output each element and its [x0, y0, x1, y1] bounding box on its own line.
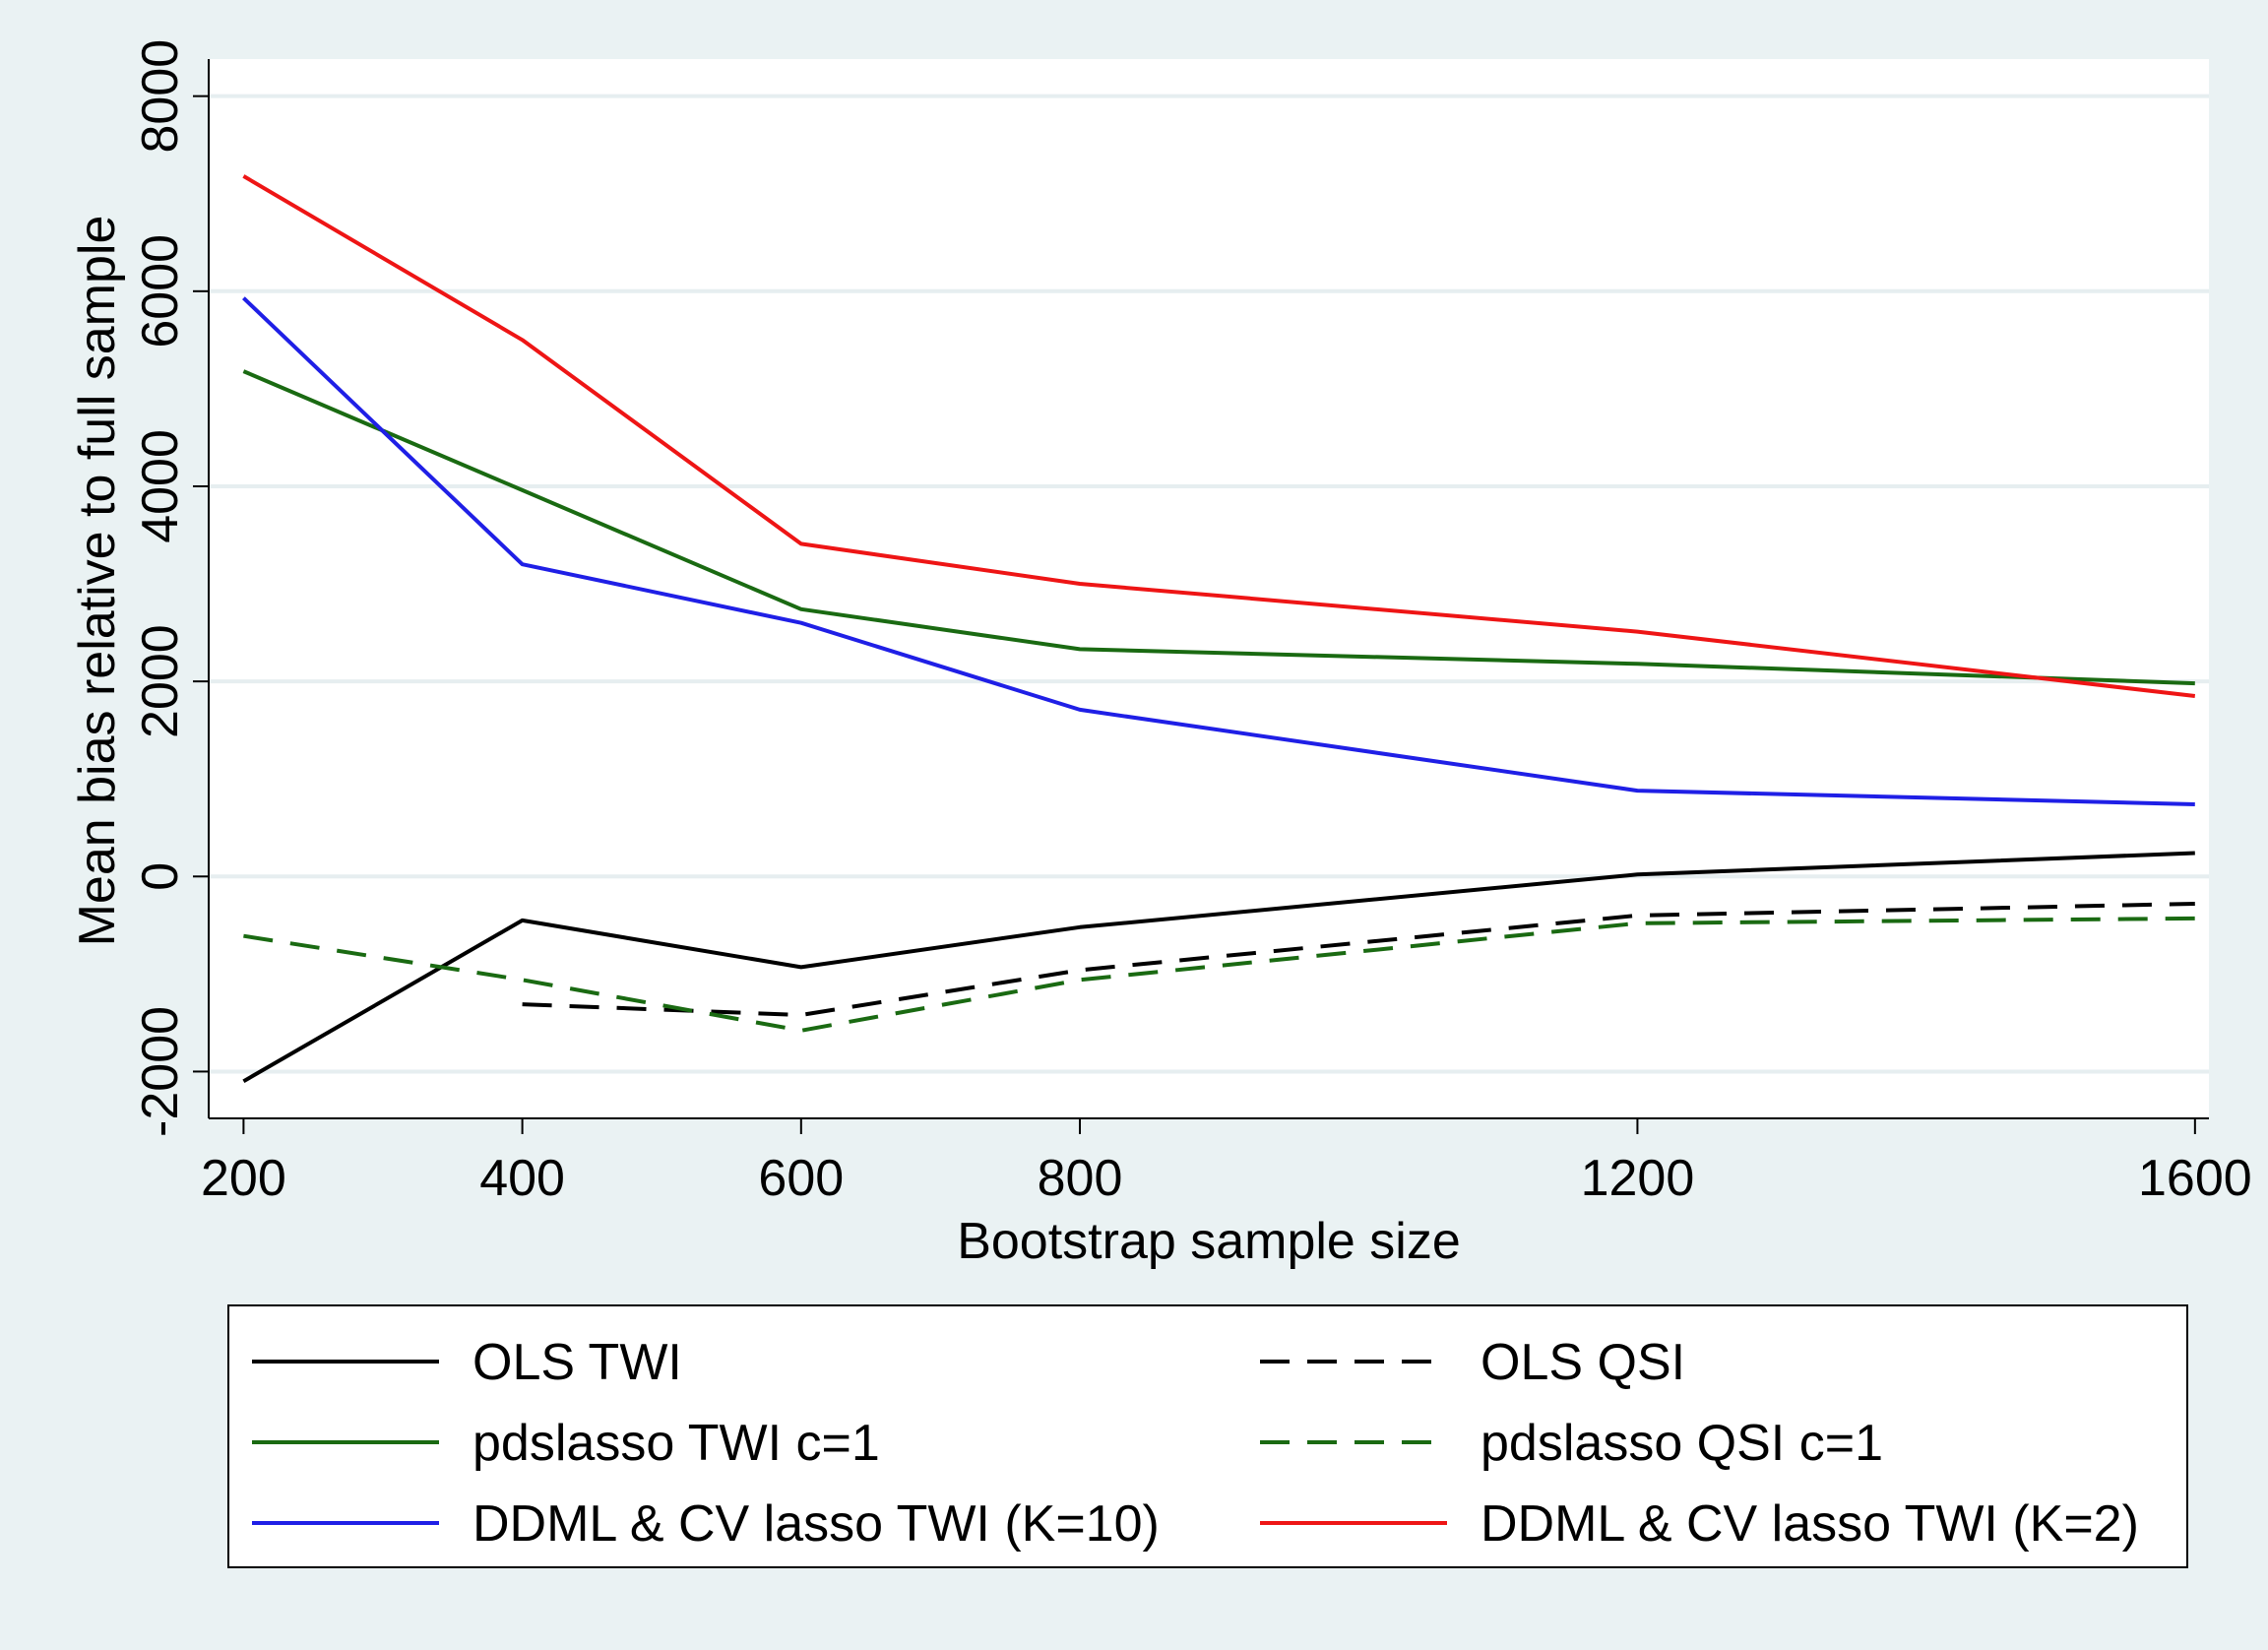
y-tick-label: 2000 — [132, 624, 189, 738]
plot-area — [209, 59, 2209, 1118]
series-line — [242, 296, 2195, 806]
x-tick-label: 1600 — [2138, 1150, 2252, 1207]
x-axis-label: Bootstrap sample size — [957, 1213, 1461, 1270]
x-tick-label: 200 — [201, 1150, 286, 1207]
series-line — [242, 174, 2196, 698]
y-tick-label: 0 — [132, 862, 189, 891]
legend-label: OLS QSI — [1480, 1334, 1685, 1391]
legend: OLS TWI OLS QSI pdslasso TWI c=1 pdslasso Q… — [227, 1304, 2188, 1568]
y-tick-label: -2000 — [132, 1006, 189, 1137]
x-tick-label: 400 — [479, 1150, 565, 1207]
y-axis-label: Mean bias relative to full sample — [69, 216, 126, 947]
legend-label: pdslasso TWI c=1 — [472, 1415, 880, 1472]
legend-label: DDML & CV lasso TWI (K=10) — [472, 1495, 1160, 1553]
y-ticks: -2000 0 2000 4000 6000 8000 — [132, 39, 209, 1137]
legend-label: pdslasso QSI c=1 — [1480, 1415, 1883, 1472]
y-tick-label: 6000 — [132, 234, 189, 349]
y-tick-label: 4000 — [132, 429, 189, 543]
legend-box — [227, 1304, 2188, 1568]
series-lines — [242, 174, 2196, 1084]
series-line — [242, 851, 2195, 1084]
y-tick-label: 8000 — [132, 39, 189, 154]
x-tick-label: 800 — [1038, 1150, 1123, 1207]
x-tick-label: 1200 — [1581, 1150, 1695, 1207]
gridlines — [209, 94, 2209, 1074]
x-ticks: 200 400 600 800 1200 1600 — [201, 1118, 2252, 1207]
legend-label: DDML & CV lasso TWI (K=2) — [1480, 1495, 2139, 1553]
series-line — [242, 369, 2195, 686]
x-tick-label: 600 — [758, 1150, 844, 1207]
legend-label: OLS TWI — [472, 1334, 682, 1391]
